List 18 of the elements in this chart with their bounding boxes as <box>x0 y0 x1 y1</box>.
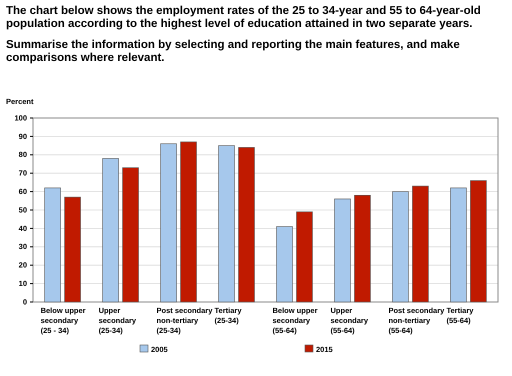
chart-subtitle: Summarise the information by selecting and reporting the main features, and make comparisons where relevant. <box>6 39 460 64</box>
bar <box>102 158 119 302</box>
bar <box>470 180 487 302</box>
bar <box>180 142 197 302</box>
bar <box>450 188 467 302</box>
bar <box>238 147 255 302</box>
bar <box>218 145 235 302</box>
bar <box>44 188 61 302</box>
bar <box>412 186 429 302</box>
bar <box>392 191 409 302</box>
chart-title: The chart below shows the employment rates of the 25 to 34-year and 55 to 64-year-old population according to the highest level of education attained in two separate years. <box>6 5 481 30</box>
bar <box>296 212 313 302</box>
bar <box>122 167 139 302</box>
bar <box>334 198 351 302</box>
bar <box>276 226 293 302</box>
bar <box>160 143 177 302</box>
bar <box>64 196 81 302</box>
bar <box>354 194 371 302</box>
